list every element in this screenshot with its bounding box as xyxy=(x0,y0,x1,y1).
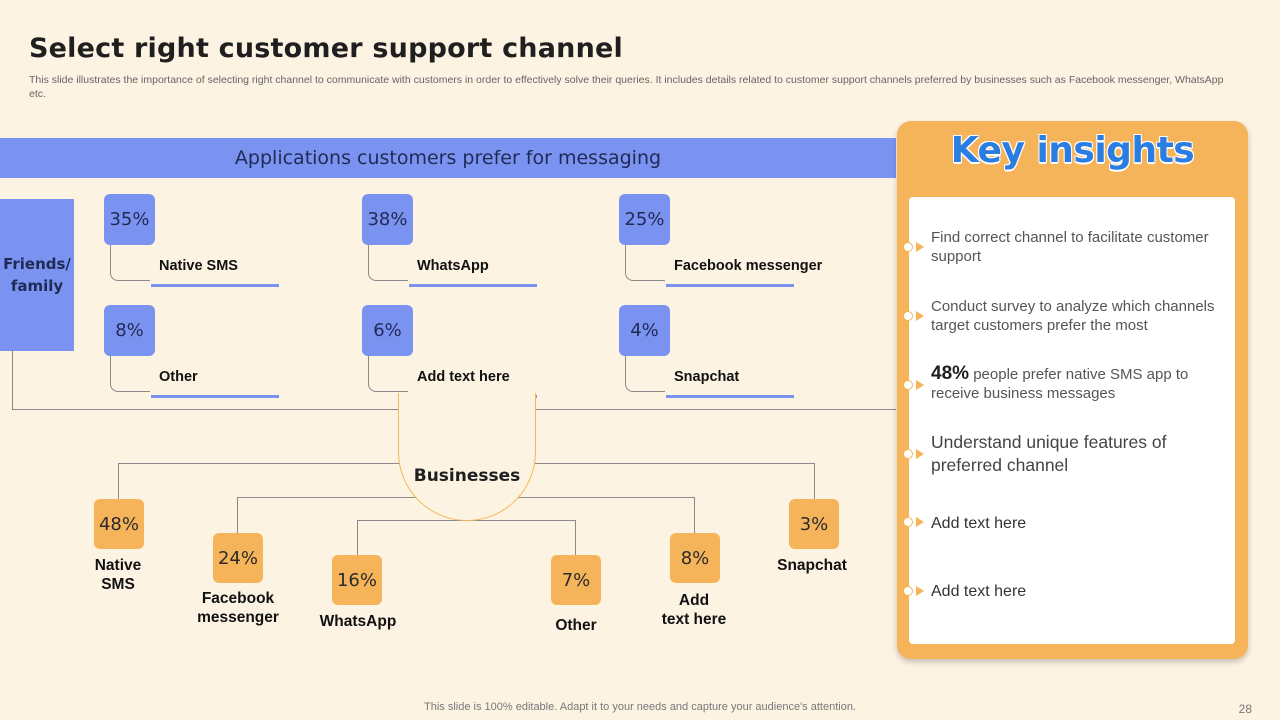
bullet-circle-icon xyxy=(903,586,913,596)
insight-item: Understand unique features of preferred … xyxy=(931,432,1167,475)
insight-item: Conduct survey to analyze which channels… xyxy=(931,298,1215,334)
business-channel-line1: WhatsApp xyxy=(319,613,397,630)
friends-family-line1: Friends/ xyxy=(3,255,71,273)
customer-percent-badge: 4% xyxy=(619,305,670,356)
bullet-circle-icon xyxy=(903,380,913,390)
business-percent-badge: 3% xyxy=(789,499,839,549)
insight-item-text: people prefer native SMS app to receive … xyxy=(931,366,1189,402)
friends-family-line2: family xyxy=(10,277,64,295)
customer-app-label: Native SMS xyxy=(159,258,238,274)
business-percent-badge: 8% xyxy=(670,533,720,583)
business-channel-label: Other xyxy=(516,616,636,635)
business-percent-badge: 16% xyxy=(332,555,382,605)
customer-percent-badge: 38% xyxy=(362,194,413,245)
business-channel-line2: SMS xyxy=(101,576,135,593)
business-channel-label: Native SMS xyxy=(68,556,168,594)
businesses-arc xyxy=(398,393,536,521)
customer-connector xyxy=(110,245,150,281)
key-insights-content xyxy=(909,197,1235,644)
business-channel-line1: Facebook xyxy=(201,590,275,607)
key-insights-title: Key insights xyxy=(950,130,1195,171)
bullet-arrow-icon xyxy=(916,380,924,390)
business-channel-label: Snapchat xyxy=(752,556,872,575)
customer-app-label: Other xyxy=(159,369,198,385)
insight-item: 48% people prefer native SMS app to rece… xyxy=(931,364,1231,403)
insight-item: Add text here xyxy=(931,583,1027,600)
business-channel-line1: Add xyxy=(678,592,710,609)
business-channel-label: WhatsApp xyxy=(298,612,418,631)
bullet-arrow-icon xyxy=(916,449,924,459)
customer-percent-badge: 25% xyxy=(619,194,670,245)
customer-app-underline xyxy=(151,395,279,398)
customer-app-label: WhatsApp xyxy=(417,258,489,274)
customer-connector xyxy=(368,245,408,281)
business-channel-line1: Other xyxy=(555,617,597,634)
customers-header-text: Applications customers prefer for messag… xyxy=(234,147,662,169)
bullet-circle-icon xyxy=(903,311,913,321)
business-percent-badge: 7% xyxy=(551,555,601,605)
customer-connector xyxy=(110,356,150,392)
customer-percent-badge: 35% xyxy=(104,194,155,245)
customer-app-label: Snapchat xyxy=(674,369,740,385)
slide-subtitle: This slide illustrates the importance of… xyxy=(29,74,1224,100)
bullet-circle-icon xyxy=(903,242,913,252)
business-percent-badge: 24% xyxy=(213,533,263,583)
insight-highlight: 48% xyxy=(931,363,970,384)
bullet-arrow-icon xyxy=(916,586,924,596)
customer-percent-badge: 6% xyxy=(362,305,413,356)
page-number: 28 xyxy=(1238,702,1252,716)
customer-connector xyxy=(625,245,665,281)
insight-item: Find correct channel to facilitate custo… xyxy=(931,229,1209,265)
bullet-circle-icon xyxy=(903,517,913,527)
customer-app-underline xyxy=(151,284,279,287)
customer-app-underline xyxy=(666,395,794,398)
businesses-inner-branch xyxy=(357,520,576,555)
friends-family-label: Friends/ family xyxy=(3,253,71,297)
business-channel-line2: text here xyxy=(661,611,727,628)
customer-app-label: Facebook messenger xyxy=(674,258,823,274)
bullet-arrow-icon xyxy=(916,242,924,252)
business-channel-label: Add text here xyxy=(634,591,754,629)
slide-footer: This slide is 100% editable. Adapt it to… xyxy=(424,701,856,713)
customer-percent-badge: 8% xyxy=(104,305,155,356)
customer-app-underline xyxy=(409,284,537,287)
bullet-arrow-icon xyxy=(916,517,924,527)
business-channel-line2: messenger xyxy=(197,609,279,626)
slide-title: Select right customer support channel xyxy=(29,33,623,64)
business-channel-line1: Native xyxy=(94,557,142,574)
customers-header: Applications customers prefer for messag… xyxy=(0,138,896,178)
customer-app-underline xyxy=(666,284,794,287)
customer-connector xyxy=(625,356,665,392)
business-percent-badge: 48% xyxy=(94,499,144,549)
business-channel-line1: Snapchat xyxy=(777,557,847,574)
bullet-arrow-icon xyxy=(916,311,924,321)
business-channel-label: Facebook messenger xyxy=(178,589,298,627)
bullet-circle-icon xyxy=(903,449,913,459)
insight-item: Add text here xyxy=(931,515,1027,532)
businesses-label: Businesses xyxy=(413,466,521,486)
customer-connector xyxy=(368,356,408,392)
customer-app-label: Add text here xyxy=(417,369,510,385)
friends-family-box: Friends/ family xyxy=(0,199,74,351)
